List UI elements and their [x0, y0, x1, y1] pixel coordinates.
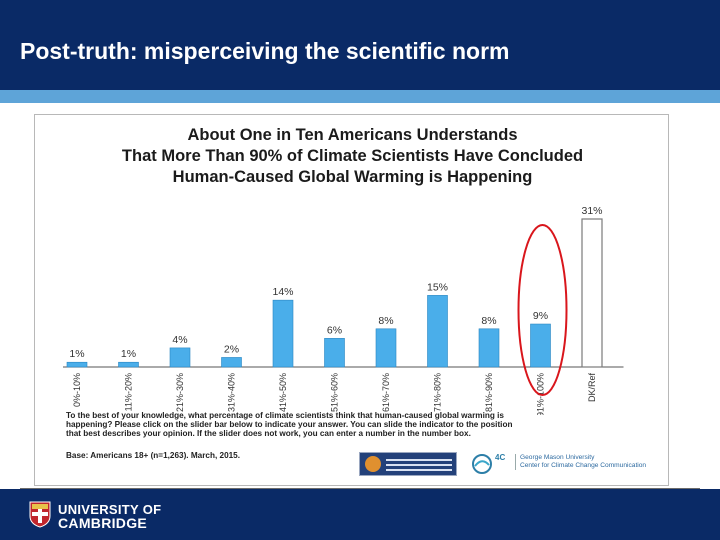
bar-41%-50%: [272, 299, 294, 368]
tick-label-DK/Ref: DK/Ref: [587, 373, 597, 403]
bar-DK/Ref: [581, 218, 603, 368]
question-text-line-3: that best describes your opinion. If the…: [66, 429, 471, 438]
question-text-line-1: To the best of your knowledge, what perc…: [66, 411, 504, 420]
tick-label-31%-40%: 31%-40%: [227, 373, 237, 412]
tick-label-51%-60%: 51%-60%: [330, 373, 340, 412]
tick-label-71%-80%: 71%-80%: [433, 373, 443, 412]
slide-footer: [0, 489, 720, 540]
value-label-DK/Ref: 31%: [581, 205, 602, 217]
value-label-61%-70%: 8%: [378, 315, 393, 327]
bar-61%-70%: [375, 328, 397, 368]
tick-label-61%-70%: 61%-70%: [381, 373, 391, 412]
tick-label-0%-10%: 0%-10%: [72, 373, 82, 407]
footer-divider: [20, 488, 700, 489]
bar-chart: 1% 0%-10% 1% 11%-20% 4% 21%-30% 2% 31%-40% 14% 41…: [63, 205, 624, 415]
bar-91%-100%: [530, 323, 551, 368]
chart-figure: About One in Ten Americans Understands T…: [34, 114, 669, 486]
tick-label-41%-50%: 41%-50%: [278, 373, 288, 412]
bar-31%-40%: [221, 357, 242, 368]
university-name-line-1: UNIVERSITY OF: [58, 502, 162, 517]
base-note: Base: Americans 18+ (n=1,263). March, 20…: [66, 451, 241, 460]
highlight-ellipse: [517, 224, 568, 396]
bar-71%-80%: [427, 295, 448, 368]
tick-label-21%-30%: 21%-30%: [175, 373, 185, 412]
bar-0%-10%: [66, 361, 88, 368]
value-label-11%-20%: 1%: [121, 348, 136, 360]
swirl-logo-icon: [472, 454, 492, 474]
logo-text-lines: [386, 459, 452, 461]
value-label-0%-10%: 1%: [69, 348, 84, 360]
value-label-21%-30%: 4%: [172, 334, 187, 346]
slide-title: Post-truth: misperceiving the scientific…: [20, 38, 510, 64]
value-label-71%-80%: 15%: [427, 281, 448, 293]
university-name-line-2: CAMBRIDGE: [58, 515, 148, 531]
value-label-51%-60%: 6%: [327, 324, 342, 336]
chart-title-line-3: Human-Caused Global Warming is Happening: [172, 168, 533, 186]
yale-climate-communication-logo: [359, 452, 457, 476]
header-accent-band: [0, 90, 720, 103]
bar-81%-90%: [478, 328, 500, 368]
value-label-81%-90%: 8%: [481, 315, 496, 327]
bar-21%-30%: [169, 347, 191, 368]
cambridge-crest-icon: [29, 501, 51, 528]
value-label-91%-100%: 9%: [533, 310, 548, 322]
tick-label-11%-20%: 11%-20%: [124, 373, 134, 411]
value-label-31%-40%: 2%: [224, 343, 239, 355]
tick-label-81%-90%: 81%-90%: [484, 373, 494, 412]
gmu-4c-mark: 4C: [495, 453, 506, 462]
bar-11%-20%: [118, 361, 139, 368]
gmu-text-line-1: George Mason University: [520, 454, 595, 461]
gmu-center-text: George Mason University Center for Clima…: [515, 454, 647, 471]
value-label-41%-50%: 14%: [272, 286, 293, 298]
bar-51%-60%: [324, 338, 345, 368]
gmu-text-line-2: Center for Climate Change Communication: [520, 462, 647, 470]
chart-title-line-2: That More Than 90% of Climate Scientists…: [121, 147, 584, 165]
sun-icon: [365, 456, 381, 472]
slide-header: Post-truth: misperceiving the scientific…: [0, 0, 720, 90]
chart-title-line-1: About One in Ten Americans Understands: [187, 126, 518, 144]
question-text-line-2: happening? Please click on the slider ba…: [66, 420, 513, 429]
